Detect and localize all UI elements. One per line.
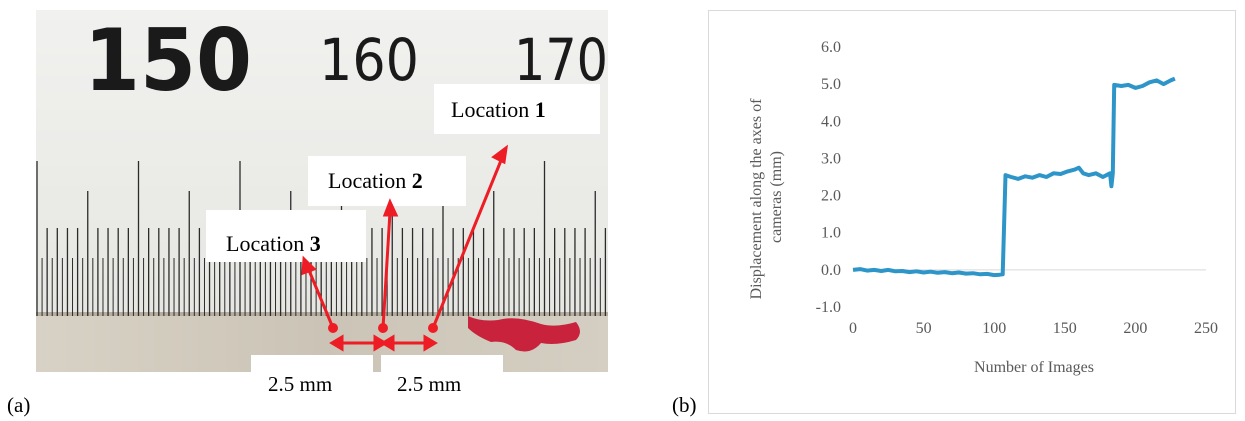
y-tick-label: 3.0 — [821, 150, 841, 167]
location-2-label: Location 2 — [328, 168, 423, 193]
x-tick-label: 50 — [916, 320, 932, 337]
y-tick-label: 1.0 — [821, 225, 841, 242]
location-3-dot — [328, 323, 338, 333]
x-tick-label: 0 — [849, 320, 857, 337]
y-tick-label: -1.0 — [816, 299, 841, 316]
y-axis-title: Displacement along the axes of cameras (… — [748, 95, 785, 300]
ruler-number-170: 170 — [514, 26, 608, 94]
spacing-label-2: 2.5 mm — [397, 372, 462, 396]
displacement-chart: -1.0 0.0 1.0 2.0 3.0 4.0 5.0 6.0 0 50 100 150 200 25… — [748, 39, 1218, 376]
y-tick-label: 6.0 — [821, 39, 841, 56]
location-2-dot — [378, 323, 388, 333]
spacing-label-1: 2.5 mm — [268, 372, 333, 396]
spacing-label-box-1 — [251, 355, 373, 409]
location-1-label: Location 1 — [451, 97, 546, 122]
x-tick-label: 100 — [982, 320, 1006, 337]
y-tick-label: 4.0 — [821, 113, 841, 130]
y-axis-title-line-2: cameras (mm) — [768, 151, 785, 243]
location-arrows — [301, 144, 508, 352]
ruler-photo: 150 160 170 Location 1 Location 2 Locati… — [36, 10, 608, 372]
chart-frame: -1.0 0.0 1.0 2.0 3.0 4.0 5.0 6.0 0 50 100 150 200 25… — [708, 10, 1236, 414]
y-axis-title-line-1: Displacement along the axes of — [748, 98, 765, 299]
ruler-number-160: 160 — [319, 26, 419, 94]
ruler-ticks — [36, 161, 607, 316]
y-tick-label: 2.0 — [821, 188, 841, 205]
panel-a-label: (a) — [7, 393, 31, 417]
location-3-label: Location 3 — [226, 231, 321, 256]
series-line — [852, 76, 1176, 278]
spacing-label-box-2 — [381, 355, 503, 409]
ruler-number-150: 150 — [84, 11, 252, 111]
x-axis-title: Number of Images — [974, 359, 1094, 376]
panel-b-label: (b) — [672, 393, 697, 417]
location-1-dot — [428, 323, 438, 333]
x-tick-label: 250 — [1194, 320, 1218, 337]
y-tick-label: 0.0 — [821, 262, 841, 279]
red-paint-mark — [468, 316, 580, 352]
x-tick-label: 200 — [1123, 320, 1147, 337]
x-tick-label: 150 — [1053, 320, 1077, 337]
y-tick-label: 5.0 — [821, 76, 841, 93]
